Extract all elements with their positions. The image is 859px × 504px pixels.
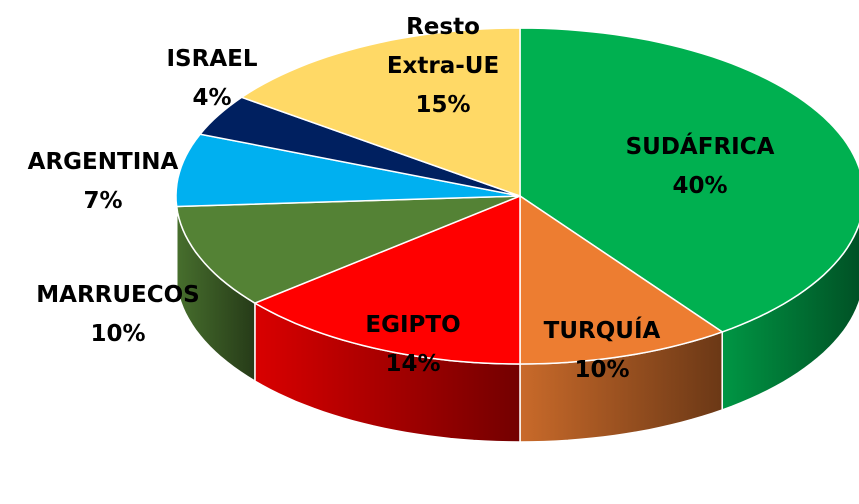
data-label: ISRAEL 4% xyxy=(112,40,312,118)
data-label: MARRUECOS 10% xyxy=(8,276,228,354)
slice xyxy=(519,27,859,333)
category-label: ARGENTINA xyxy=(27,149,179,175)
value-label: 14% xyxy=(385,351,441,377)
category-label: ISRAEL xyxy=(166,46,258,72)
data-label: Resto Extra-UE 15% xyxy=(368,8,518,125)
slice xyxy=(253,194,521,365)
slice xyxy=(198,96,521,197)
value-label: 10% xyxy=(90,321,146,347)
slice xyxy=(519,194,724,365)
value-label: 40% xyxy=(672,173,728,199)
data-label: EGIPTO 14% xyxy=(313,306,513,384)
data-label: TURQUÍA 10% xyxy=(502,312,702,390)
value-label: 7% xyxy=(83,188,123,214)
slice xyxy=(175,133,521,208)
category-label: Resto Extra-UE xyxy=(386,14,500,79)
data-label: ARGENTINA 7% xyxy=(0,143,213,221)
data-label: SUDÁFRICA 40% xyxy=(590,128,810,206)
value-label: 4% xyxy=(192,85,232,111)
value-label: 10% xyxy=(574,357,630,383)
value-label: 15% xyxy=(415,92,471,118)
category-label: EGIPTO xyxy=(365,312,461,338)
slice xyxy=(175,195,521,304)
category-label: SUDÁFRICA xyxy=(625,134,775,160)
category-label: TURQUÍA xyxy=(543,318,661,344)
category-label: MARRUECOS xyxy=(36,282,200,308)
slice xyxy=(240,27,521,198)
